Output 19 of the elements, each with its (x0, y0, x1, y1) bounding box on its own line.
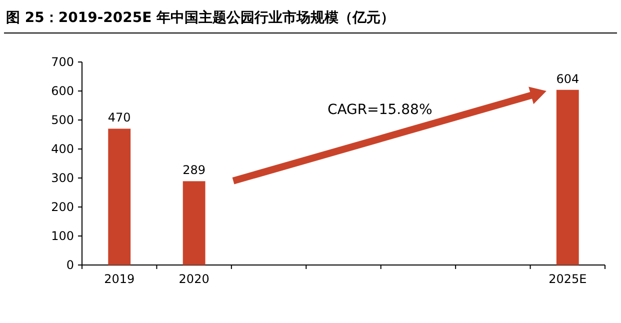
y-tick-label: 400 (51, 142, 74, 156)
x-tick-label: 2025E (548, 272, 587, 286)
x-tick-label: 2020 (178, 272, 210, 286)
y-tick-label: 0 (66, 258, 74, 272)
data-label: 604 (556, 72, 580, 86)
data-label: 289 (182, 163, 206, 178)
bar (108, 128, 131, 265)
y-tick-label: 700 (51, 55, 74, 70)
y-tick-label: 500 (51, 113, 74, 128)
y-tick-label: 100 (51, 229, 74, 244)
chart-title: 图 25：2019-2025E 年中国主题公园行业市场规模（亿元） (6, 9, 395, 26)
y-tick-label: 200 (51, 200, 74, 214)
bar (556, 90, 579, 265)
annotation: CAGR=15.88% (327, 102, 432, 118)
y-tick-label: 600 (51, 84, 74, 98)
x-tick-label: 2019 (104, 272, 135, 286)
data-label: 470 (108, 110, 131, 125)
y-tick-label: 300 (51, 171, 74, 186)
bar (182, 181, 206, 265)
